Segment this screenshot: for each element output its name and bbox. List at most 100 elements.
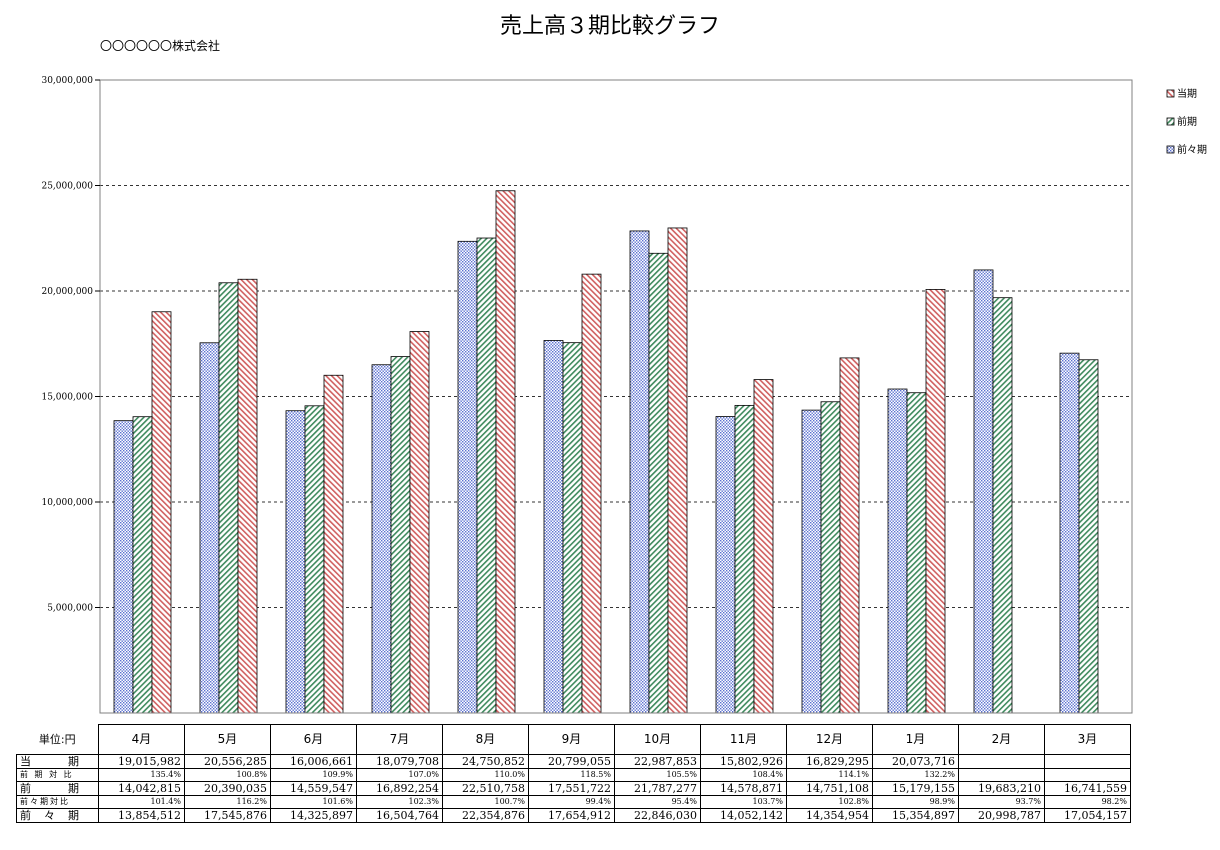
table-cell: 13,854,512 [98, 808, 185, 823]
table-cell: 16,006,661 [270, 754, 357, 769]
bar-前々期-6月 [285, 410, 306, 714]
bar-前期-7月 [390, 356, 411, 714]
table-cell: 20,390,035 [184, 781, 271, 796]
table-row: 前々期対比 101.4% 116.2% 101.6% 102.3% 100.7% 99.4%… [16, 795, 1131, 809]
bar-当期-10月 [667, 227, 688, 714]
table-cell [958, 768, 1045, 782]
month-header: 2月 [958, 724, 1045, 755]
bar-前期-4月 [132, 416, 153, 714]
table-row: 前 期 14,042,815 20,390,035 14,559,547 16,892,… [16, 781, 1131, 796]
chart-title: 売上高３期比較グラフ [499, 14, 720, 39]
bar-当期-9月 [581, 273, 602, 714]
table-cell: 102.3% [356, 795, 443, 809]
table-cell: 14,354,954 [786, 808, 873, 823]
legend-label: 前々期 [1177, 143, 1207, 156]
month-header: 9月 [528, 724, 615, 755]
table-cell: 100.7% [442, 795, 529, 809]
bar-前々期-8月 [457, 240, 478, 714]
y-tick-label: 15,000,000 [41, 393, 93, 403]
table-cell: 16,741,559 [1044, 781, 1131, 796]
table-cell: 15,354,897 [872, 808, 959, 823]
bar-当期-4月 [151, 311, 172, 714]
table-cell: 110.0% [442, 768, 529, 782]
table-cell: 108.4% [700, 768, 787, 782]
table-cell: 17,654,912 [528, 808, 615, 823]
table-cell: 17,054,157 [1044, 808, 1131, 823]
month-header: 5月 [184, 724, 271, 755]
bar-前期-5月 [218, 282, 239, 714]
table-cell: 98.2% [1044, 795, 1131, 809]
legend-swatch [1166, 145, 1175, 154]
bar-前々期-2月 [973, 269, 994, 714]
table-cell: 14,578,871 [700, 781, 787, 796]
table-cell: 132.2% [872, 768, 959, 782]
table-cell: 16,892,254 [356, 781, 443, 796]
y-tick-label: 25,000,000 [41, 182, 93, 192]
bar-当期-5月 [237, 278, 258, 714]
bar-前期-6月 [304, 405, 325, 714]
bar-前々期-4月 [113, 420, 134, 714]
month-header: 6月 [270, 724, 357, 755]
bar-前々期-11月 [715, 416, 736, 714]
table-cell: 21,787,277 [614, 781, 701, 796]
bar-当期-1月 [925, 289, 946, 714]
table-cell: 20,998,787 [958, 808, 1045, 823]
table-cell: 99.4% [528, 795, 615, 809]
bar-前々期-9月 [543, 340, 564, 714]
bar-当期-8月 [495, 190, 516, 714]
row-label: 前 期 [16, 781, 99, 796]
bar-前々期-5月 [199, 342, 220, 714]
month-header: 4月 [98, 724, 185, 755]
table-cell: 22,987,853 [614, 754, 701, 769]
bar-前々期-10月 [629, 230, 650, 714]
bar-前期-10月 [648, 252, 669, 714]
table-cell: 22,510,758 [442, 781, 529, 796]
table-cell: 17,551,722 [528, 781, 615, 796]
bar-前期-2月 [992, 297, 1013, 714]
table-cell: 17,545,876 [184, 808, 271, 823]
legend-label: 前期 [1177, 115, 1197, 128]
bar-前期-1月 [906, 392, 927, 714]
table-cell: 20,799,055 [528, 754, 615, 769]
bar-前々期-12月 [801, 409, 822, 714]
month-header: 7月 [356, 724, 443, 755]
y-tick-label: 5,000,000 [47, 604, 93, 614]
y-tick-label: 10,000,000 [41, 498, 93, 508]
row-label: 当 期 [16, 754, 99, 769]
table-cell: 118.5% [528, 768, 615, 782]
bar-前期-11月 [734, 404, 755, 714]
table-cell [958, 754, 1045, 769]
bar-当期-6月 [323, 374, 344, 714]
table-cell: 116.2% [184, 795, 271, 809]
legend-swatch [1166, 117, 1175, 126]
table-cell: 101.6% [270, 795, 357, 809]
table-cell: 100.8% [184, 768, 271, 782]
bar-当期-11月 [753, 379, 774, 714]
table-row: 当 期 19,015,982 20,556,285 16,006,661 18,079,… [16, 754, 1131, 769]
table-cell: 101.4% [98, 795, 185, 809]
month-header-row: 単位:円 4月 5月 6月 7月 8月 9月 10月 11月 12月 1月 2月 3月 [16, 724, 1131, 755]
unit-label: 単位:円 [16, 724, 99, 755]
table-cell: 114.1% [786, 768, 873, 782]
table-cell: 14,052,142 [700, 808, 787, 823]
bar-前々期-3月 [1059, 352, 1080, 714]
table-row: 前 々 期 13,854,512 17,545,876 14,325,897 16,50… [16, 808, 1131, 823]
row-label: 前 々 期 [16, 808, 99, 823]
table-cell: 93.7% [958, 795, 1045, 809]
table-cell: 16,504,764 [356, 808, 443, 823]
bar-前期-12月 [820, 401, 841, 714]
month-header: 1月 [872, 724, 959, 755]
table-cell: 19,015,982 [98, 754, 185, 769]
y-tick-label: 20,000,000 [41, 287, 93, 297]
table-cell: 135.4% [98, 768, 185, 782]
table-cell: 103.7% [700, 795, 787, 809]
table-cell: 105.5% [614, 768, 701, 782]
table-cell [1044, 768, 1131, 782]
month-header: 10月 [614, 724, 701, 755]
month-header: 8月 [442, 724, 529, 755]
table-cell: 19,683,210 [958, 781, 1045, 796]
table-cell: 98.9% [872, 795, 959, 809]
table-cell: 16,829,295 [786, 754, 873, 769]
table-cell: 95.4% [614, 795, 701, 809]
table-cell: 14,325,897 [270, 808, 357, 823]
